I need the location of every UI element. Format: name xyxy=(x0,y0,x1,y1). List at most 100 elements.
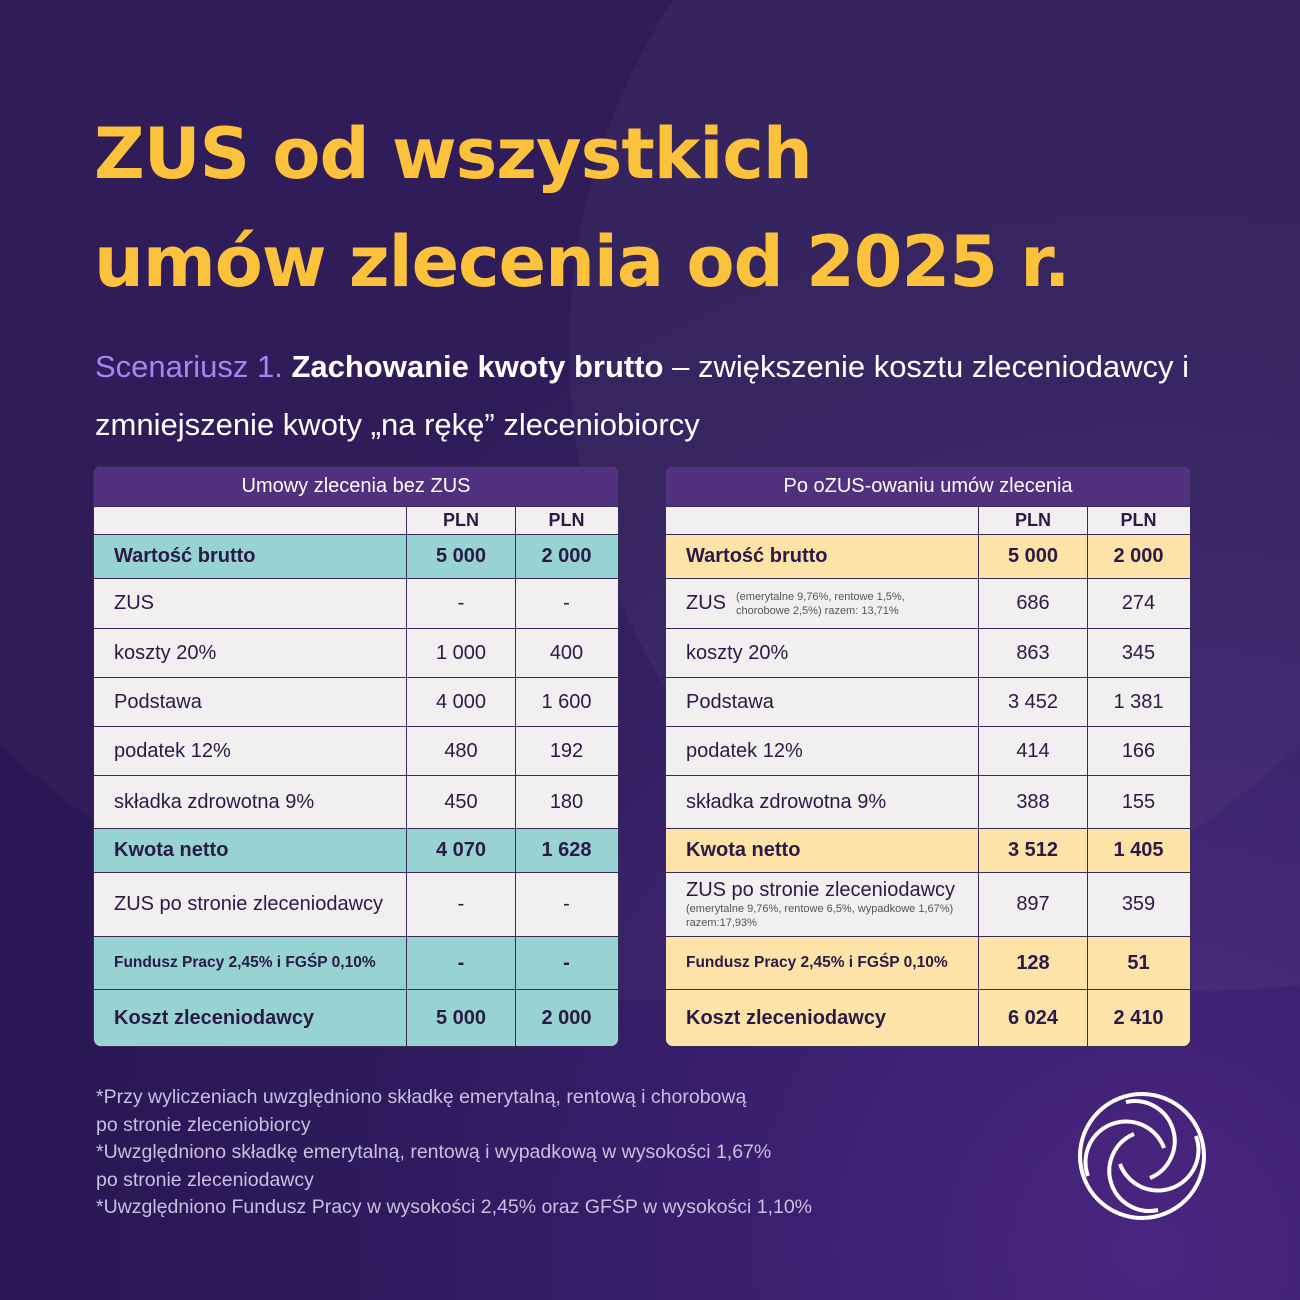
table-row: Koszt zleceniodawcy 6 024 2 410 xyxy=(666,989,1190,1046)
row-label: składka zdrowotna 9% xyxy=(94,776,406,828)
cell-value: 1 381 xyxy=(1087,678,1189,726)
table-row: Kwota netto 3 512 1 405 xyxy=(666,828,1190,872)
cell-value: 128 xyxy=(978,937,1087,989)
page-title: ZUS od wszystkich umów zlecenia od 2025 r… xyxy=(94,100,1254,316)
swirl-circle-logo-icon xyxy=(1078,1092,1206,1220)
row-label: Wartość brutto xyxy=(666,535,978,578)
row-label-text: Fundusz Pracy 2,45% i FGŚP 0,10% xyxy=(114,954,376,971)
subtitle: Scenariusz 1. Zachowanie kwoty brutto – … xyxy=(95,338,1245,454)
row-label-text: Kwota netto xyxy=(114,839,229,861)
table-row: Koszt zleceniodawcy 5 000 2 000 xyxy=(94,989,618,1046)
row-label-text: ZUS po stronie zleceniodawcy xyxy=(686,879,956,901)
table-row: ZUS po stronie zleceniodawcy (emerytalne … xyxy=(666,872,1190,936)
row-label: ZUS po stronie zleceniodawcy (emerytalne … xyxy=(666,873,978,936)
cell-value: 359 xyxy=(1087,873,1189,936)
row-label: podatek 12% xyxy=(94,727,406,775)
row-label-text: Fundusz Pracy 2,45% i FGŚP 0,10% xyxy=(686,954,948,971)
column-header xyxy=(666,507,978,534)
cell-value: 345 xyxy=(1087,629,1189,677)
cell-value: 450 xyxy=(406,776,515,828)
table-row: ZUS po stronie zleceniodawcy - - xyxy=(94,872,618,936)
table-row: ZUS (emerytalne 9,76%, rentowe 1,5%, chor… xyxy=(666,578,1190,628)
cell-value: - xyxy=(515,873,617,936)
row-label: Fundusz Pracy 2,45% i FGŚP 0,10% xyxy=(666,937,978,989)
column-header: PLN xyxy=(515,507,617,534)
table-row: podatek 12% 414 166 xyxy=(666,726,1190,775)
row-label-text: Wartość brutto xyxy=(686,545,828,567)
column-header: PLN xyxy=(1087,507,1189,534)
row-label: Podstawa xyxy=(666,678,978,726)
scenario-label: Scenariusz 1. xyxy=(95,349,283,384)
row-label-text: ZUS po stronie zleceniodawcy xyxy=(114,893,384,915)
title-line-1: ZUS od wszystkich xyxy=(94,113,813,195)
row-note: (emerytalne 9,76%, rentowe 1,5%, chorobo… xyxy=(736,590,905,617)
cell-value: 3 512 xyxy=(978,829,1087,872)
cell-value: - xyxy=(406,937,515,989)
footnote: *Uwzględniono składkę emerytalną, rentow… xyxy=(96,1141,772,1163)
table-row: Podstawa 3 452 1 381 xyxy=(666,677,1190,726)
cell-value: - xyxy=(406,579,515,628)
title-line-2: umów zlecenia od 2025 r. xyxy=(94,221,1070,303)
cell-value: 155 xyxy=(1087,776,1189,828)
cell-value: 2 410 xyxy=(1087,990,1189,1046)
table-row: Kwota netto 4 070 1 628 xyxy=(94,828,618,872)
cell-value: 3 452 xyxy=(978,678,1087,726)
table-row: koszty 20% 863 345 xyxy=(666,628,1190,677)
table-row: Fundusz Pracy 2,45% i FGŚP 0,10% - - xyxy=(94,936,618,989)
column-header: PLN xyxy=(406,507,515,534)
row-label: ZUS po stronie zleceniodawcy xyxy=(94,873,406,936)
cell-value: 1 405 xyxy=(1087,829,1189,872)
row-label-text: ZUS xyxy=(114,592,154,614)
row-label: koszty 20% xyxy=(666,629,978,677)
row-label-text: Kwota netto xyxy=(686,839,801,861)
row-label: Podstawa xyxy=(94,678,406,726)
row-label: Wartość brutto xyxy=(94,535,406,578)
cell-value: 2 000 xyxy=(515,535,617,578)
footnote: po stronie zleceniodawcy xyxy=(96,1168,314,1191)
row-note: (emerytalne 9,76%, rentowe 6,5%, wypadko… xyxy=(686,903,954,929)
row-label: składka zdrowotna 9% xyxy=(666,776,978,828)
cell-value: 2 000 xyxy=(515,990,617,1046)
table-row: Wartość brutto 5 000 2 000 xyxy=(666,534,1190,578)
cell-value: 388 xyxy=(978,776,1087,828)
row-label-text: ZUS xyxy=(686,592,726,614)
row-label-text: Koszt zleceniodawcy xyxy=(686,1006,887,1029)
row-label: koszty 20% xyxy=(94,629,406,677)
table-title: Po oZUS-owaniu umów zlecenia xyxy=(666,467,1190,506)
cell-value: 863 xyxy=(978,629,1087,677)
row-label: Koszt zleceniodawcy xyxy=(94,990,406,1046)
row-label: ZUS (emerytalne 9,76%, rentowe 1,5%, chor… xyxy=(666,579,978,628)
table-row: Fundusz Pracy 2,45% i FGŚP 0,10% 128 51 xyxy=(666,936,1190,989)
footnote: *Uwzględniono Fundusz Pracy w wysokości … xyxy=(96,1196,813,1218)
row-label-text: Podstawa xyxy=(114,690,202,713)
row-label-text: koszty 20% xyxy=(686,641,789,664)
cell-value: 180 xyxy=(515,776,617,828)
table-row: podatek 12% 480 192 xyxy=(94,726,618,775)
cell-value: 2 000 xyxy=(1087,535,1189,578)
row-label-text: podatek 12% xyxy=(686,739,803,762)
row-label-text: Wartość brutto xyxy=(114,545,256,567)
cell-value: 480 xyxy=(406,727,515,775)
cell-value: 5 000 xyxy=(978,535,1087,578)
cell-value: 686 xyxy=(978,579,1087,628)
cell-value: - xyxy=(406,873,515,936)
footnote: *Przy wyliczeniach uwzględniono składkę … xyxy=(96,1086,747,1108)
row-label-text: podatek 12% xyxy=(114,739,231,762)
cell-value: 192 xyxy=(515,727,617,775)
table-without-zus: Umowy zlecenia bez ZUS PLN PLN Wartość brut… xyxy=(93,466,619,1047)
cell-value: 6 024 xyxy=(978,990,1087,1046)
row-label: Kwota netto xyxy=(666,829,978,872)
cell-value: 1 000 xyxy=(406,629,515,677)
table-with-zus: Po oZUS-owaniu umów zlecenia PLN PLN Wartoś… xyxy=(665,466,1191,1047)
cell-value: 1 628 xyxy=(515,829,617,872)
table-row: ZUS - - xyxy=(94,578,618,628)
cell-value: 5 000 xyxy=(406,990,515,1046)
footnote: po stronie zleceniobiorcy xyxy=(96,1113,311,1136)
row-label: podatek 12% xyxy=(666,727,978,775)
row-label-text: Koszt zleceniodawcy xyxy=(114,1006,315,1029)
row-label-text: Podstawa xyxy=(686,690,774,713)
cell-value: 414 xyxy=(978,727,1087,775)
row-label: ZUS xyxy=(94,579,406,628)
table-row: Wartość brutto 5 000 2 000 xyxy=(94,534,618,578)
footnotes: *Przy wyliczeniach uwzględniono składkę … xyxy=(96,1084,996,1222)
